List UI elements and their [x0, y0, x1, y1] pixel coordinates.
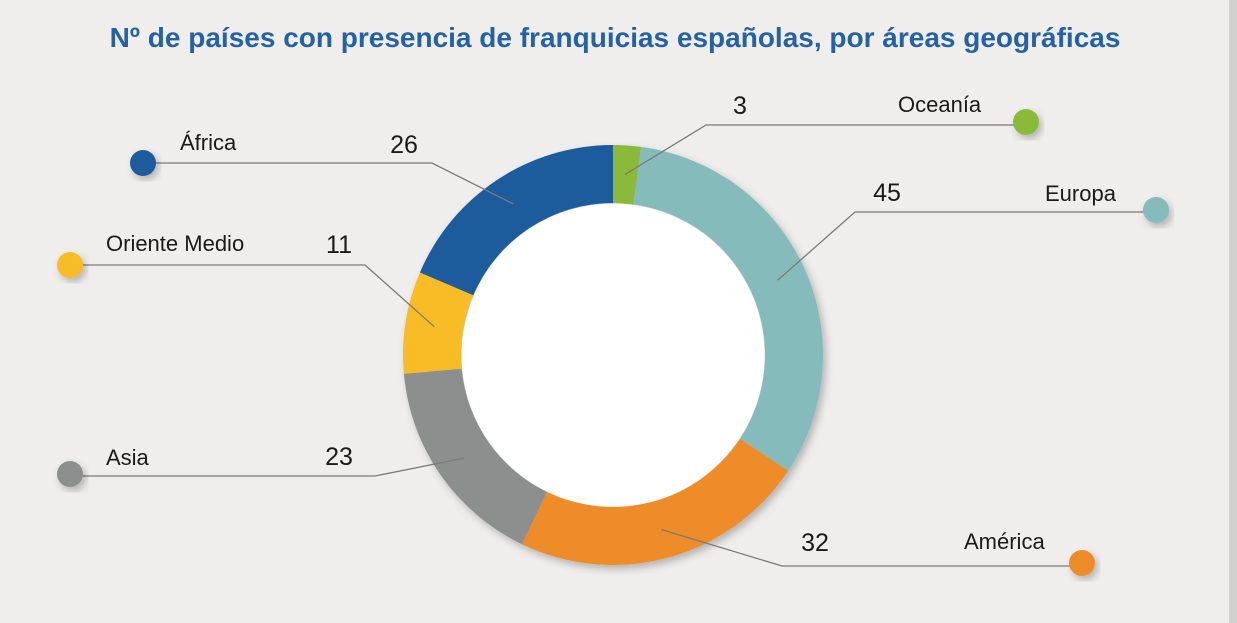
leader-line-europa: [777, 211, 1145, 281]
chart-title: Nº de países con presencia de franquicia…: [109, 22, 1121, 53]
label-asia: Asia: [106, 445, 150, 470]
leader-line-oriente-medio: [81, 264, 435, 328]
slice-oriente-medio[interactable]: [403, 272, 474, 374]
legend-dot-oriente-medio: [57, 252, 83, 278]
value-label-europa: 45: [873, 179, 901, 207]
slice-america[interactable]: [521, 438, 789, 565]
slice-oceania[interactable]: [613, 145, 642, 205]
label-africa: África: [180, 130, 237, 155]
legend-dot-asia: [57, 461, 83, 487]
donut-ring: [403, 145, 823, 565]
value-label-america: 32: [801, 529, 829, 557]
label-america: América: [964, 529, 1045, 554]
leader-line-america: [660, 528, 1071, 567]
leader-line-asia: [81, 457, 465, 477]
legend-dot-oceania: [1013, 109, 1039, 135]
slice-europa[interactable]: [633, 146, 823, 471]
value-label-oceania: 3: [733, 92, 747, 120]
value-label-oriente-medio: 11: [326, 231, 352, 259]
value-label-africa: 26: [390, 131, 418, 159]
slice-asia[interactable]: [403, 368, 548, 545]
legend-dot-europa: [1143, 197, 1169, 223]
page-edge: [1229, 0, 1237, 623]
leader-line-africa: [154, 162, 514, 205]
legend-dot-africa: [130, 150, 156, 176]
legend-dot-america: [1069, 550, 1095, 576]
slice-africa[interactable]: [419, 145, 613, 296]
label-oceania: Oceanía: [898, 92, 982, 117]
label-europa: Europa: [1045, 181, 1117, 206]
leader-line-oceania: [624, 124, 1015, 175]
label-oriente-medio: Oriente Medio: [106, 231, 244, 256]
donut-hole: [461, 203, 765, 507]
value-label-asia: 23: [325, 443, 353, 471]
